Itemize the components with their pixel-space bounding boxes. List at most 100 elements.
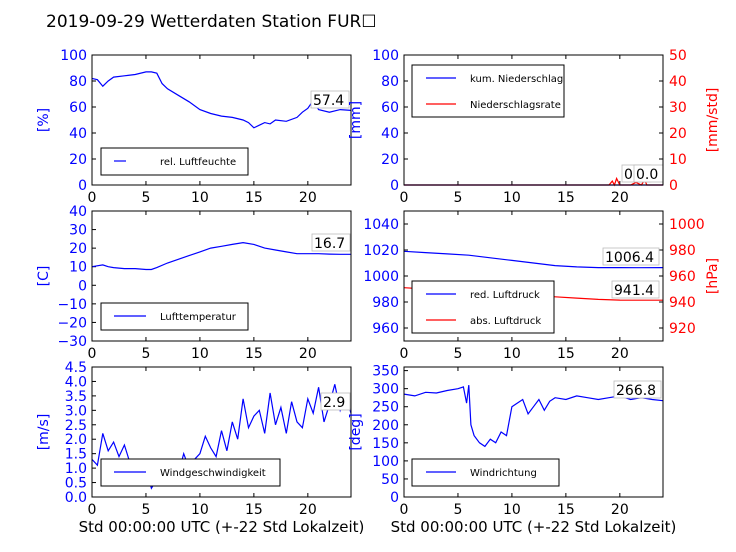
legend-label-1: Windrichtung <box>470 468 537 479</box>
x-tick-label: 0 <box>400 190 409 206</box>
x-tick-label: 5 <box>141 502 150 518</box>
y-right-tick-label: 0 <box>669 178 678 194</box>
x-tick-label: 10 <box>503 346 521 362</box>
y-tick-label: 60 <box>381 100 399 116</box>
legend-box <box>411 64 565 118</box>
y-axis-label: [%] <box>36 108 52 132</box>
y-tick-label: 960 <box>372 321 399 337</box>
y-tick-label: 60 <box>69 100 87 116</box>
series-line-1 <box>91 71 352 129</box>
y-right-tick-label: 960 <box>669 269 696 285</box>
y-axis-label: [C] <box>36 266 52 287</box>
y-axis-label: [deg] <box>348 413 364 450</box>
y-tick-label: 1.5 <box>65 447 87 463</box>
annotation-2: 0.0 <box>636 167 658 183</box>
legend-label-1: red. Luftdruck <box>470 290 540 301</box>
plot-area-5 <box>91 366 352 498</box>
x-tick-label: 0 <box>88 190 97 206</box>
legend-label-2: abs. Luftdruck <box>470 316 541 327</box>
y-tick-label: −10 <box>57 297 87 313</box>
annotation-box <box>602 247 660 266</box>
y-tick-label: 980 <box>372 295 399 311</box>
y-tick-label: 50 <box>381 472 399 488</box>
x-tick-label: 15 <box>557 190 575 206</box>
y-tick-label: 100 <box>372 454 399 470</box>
y-axis-label: [mm] <box>348 101 364 139</box>
x-axis-label: Std 00:00:00 UTC (+-22 Std Lokalzeit) <box>391 518 677 536</box>
y-tick-label: 40 <box>381 126 399 142</box>
legend-label-1: rel. Luftfeuchte <box>160 157 236 168</box>
plot-area-1 <box>91 54 352 186</box>
y-right-tick-label: 980 <box>669 243 696 259</box>
x-tick-label: 15 <box>245 346 263 362</box>
annotation: 2.9 <box>323 395 345 411</box>
x-tick-label: 5 <box>141 190 150 206</box>
y-tick-label: 4.0 <box>65 374 87 390</box>
x-tick-label: 5 <box>453 346 462 362</box>
y-tick-label: 350 <box>372 364 399 380</box>
y-right-axis-label: [hPa] <box>705 258 721 294</box>
plot-area-2 <box>403 54 664 186</box>
x-tick-label: 20 <box>611 190 629 206</box>
y-axis-label: [m/s] <box>36 414 52 451</box>
series-line-1 <box>91 241 351 271</box>
x-tick-label: 5 <box>453 502 462 518</box>
y-tick-label: 250 <box>372 400 399 416</box>
x-tick-label: 15 <box>557 502 575 518</box>
y-tick-label: 0.0 <box>65 490 87 506</box>
annotation-2-box <box>611 280 660 299</box>
y-tick-label: 0 <box>78 178 87 194</box>
y-right-tick-label: 920 <box>669 321 696 337</box>
x-tick-label: 5 <box>453 190 462 206</box>
x-tick-label: 20 <box>299 346 317 362</box>
y-tick-label: 80 <box>69 74 87 90</box>
y-right-tick-label: 940 <box>669 295 696 311</box>
y-tick-label: 0.5 <box>65 476 87 492</box>
y-right-tick-label: 40 <box>669 74 687 90</box>
y-tick-label: 0 <box>390 490 399 506</box>
y-right-axis-label: [mm/std] <box>705 88 721 153</box>
x-tick-label: 20 <box>611 346 629 362</box>
annotation: 1006.4 <box>605 250 654 266</box>
y-tick-label: 0 <box>78 278 87 294</box>
figure-title: 2019-09-29 Wetterdaten Station FUR☐ <box>46 12 377 32</box>
y-tick-label: 1020 <box>363 243 399 259</box>
y-tick-label: 4.5 <box>65 360 87 376</box>
x-tick-label: 20 <box>299 502 317 518</box>
y-tick-label: 30 <box>69 223 87 239</box>
annotation: 57.4 <box>313 93 344 109</box>
x-tick-label: 10 <box>503 502 521 518</box>
plot-area-4 <box>403 210 664 342</box>
annotation-2: 941.4 <box>614 283 654 299</box>
x-axis-label: Std 00:00:00 UTC (+-22 Std Lokalzeit) <box>79 518 365 536</box>
legend-label-2: Niederschlagsrate <box>470 100 561 111</box>
x-tick-label: 20 <box>299 190 317 206</box>
y-tick-label: 2.0 <box>65 432 87 448</box>
y-tick-label: 150 <box>372 436 399 452</box>
y-tick-label: 3.0 <box>65 403 87 419</box>
y-tick-label: 0 <box>390 178 399 194</box>
y-tick-label: 20 <box>69 152 87 168</box>
y-tick-label: 100 <box>372 48 399 64</box>
y-tick-label: −30 <box>57 334 87 350</box>
y-right-tick-label: 30 <box>669 100 687 116</box>
x-tick-label: 10 <box>191 502 209 518</box>
y-tick-label: 1040 <box>363 217 399 233</box>
y-tick-label: 20 <box>381 152 399 168</box>
legend-label-1: Windgeschwindigkeit <box>160 468 266 479</box>
y-tick-label: 40 <box>69 204 87 220</box>
legend-box <box>100 458 281 487</box>
y-tick-label: 10 <box>69 260 87 276</box>
x-tick-label: 0 <box>88 502 97 518</box>
y-tick-label: 1.0 <box>65 461 87 477</box>
x-tick-label: 10 <box>191 346 209 362</box>
x-tick-label: 10 <box>191 190 209 206</box>
annotation: 266.8 <box>616 383 656 399</box>
annotation-box <box>320 392 351 411</box>
plot-area-3 <box>91 210 352 342</box>
x-tick-label: 0 <box>400 346 409 362</box>
y-tick-label: 80 <box>381 74 399 90</box>
y-right-tick-label: 10 <box>669 152 687 168</box>
y-tick-label: 200 <box>372 418 399 434</box>
